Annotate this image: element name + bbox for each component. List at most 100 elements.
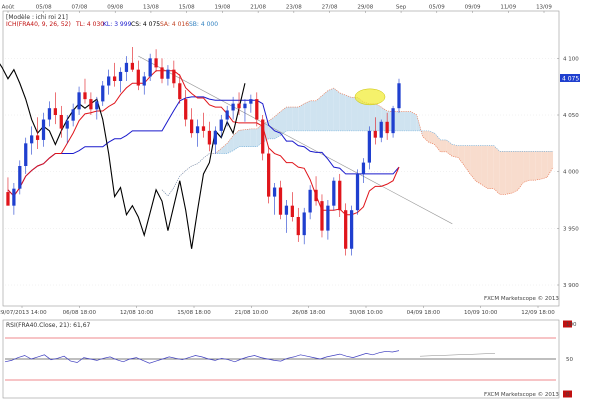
top-axis-label: 11/09 [500, 5, 516, 11]
candle-body [41, 119, 46, 140]
cloud-segment [233, 130, 240, 151]
cloud-segment [239, 129, 245, 147]
cloud-segment [547, 151, 554, 178]
candle-body [213, 130, 217, 145]
candle [278, 180, 283, 220]
rsi-tick-box [563, 390, 572, 398]
cloud-segment [481, 145, 488, 189]
kl-legend: KL: 3 999 [103, 21, 132, 28]
candle [338, 173, 342, 217]
cloud-segment [357, 97, 364, 131]
candle [83, 78, 87, 104]
cloud-segment [487, 145, 494, 189]
candle-body [12, 188, 16, 206]
candle [136, 60, 140, 91]
candle [255, 92, 259, 127]
candle-body [272, 187, 277, 197]
candle-body [338, 180, 342, 211]
candle-body [231, 103, 235, 111]
top-axis-label: 13/09 [536, 5, 552, 11]
cloud-segment [398, 111, 405, 131]
candle-body [101, 85, 105, 102]
chikou-line [0, 63, 246, 249]
cloud-segment [505, 151, 512, 195]
candle-body [6, 192, 10, 206]
cloud-segment [286, 107, 293, 131]
candlesticks [6, 47, 401, 256]
candle [237, 92, 241, 115]
candle [367, 126, 372, 170]
candle [118, 67, 123, 93]
cloud-segment [476, 145, 482, 185]
candle-body [166, 69, 170, 79]
rsi-tick-label: 0 [566, 392, 570, 398]
candle-body [344, 210, 348, 249]
candle [154, 49, 158, 72]
main-grid [5, 58, 556, 286]
candle [267, 146, 271, 204]
rsi-indicator: 100 50 0 [4, 320, 577, 398]
candle-body [136, 69, 140, 86]
candle-body [326, 205, 330, 231]
candle [201, 112, 206, 138]
cloud-segment [316, 95, 322, 131]
candle-body [201, 126, 206, 131]
candle [101, 81, 105, 106]
top-axis-label: 23/08 [286, 5, 302, 11]
bottom-axis-label: 29/07/2013 14:00 [0, 310, 47, 316]
rsi-tick-box [563, 320, 572, 328]
candle [178, 74, 182, 104]
candle [296, 207, 300, 242]
candle-body [178, 83, 182, 100]
candle [326, 200, 330, 240]
cloud-segment [493, 145, 500, 195]
cloud-segment [227, 135, 234, 154]
candle [124, 56, 129, 81]
ichimoku-cloud [161, 87, 554, 197]
y-axis-label: 4 100 [563, 56, 579, 62]
cloud-segment [298, 103, 305, 131]
cloud-segment [250, 128, 257, 147]
candle [47, 101, 52, 127]
candle-body [154, 58, 158, 68]
candle [107, 69, 111, 95]
top-axis-label: Sep [396, 5, 407, 11]
candle [6, 177, 10, 206]
candle-body [225, 110, 229, 120]
cloud-segment [434, 133, 441, 152]
bottom-axis-label: 12/08 10:00 [120, 310, 154, 316]
candle-body [35, 135, 40, 140]
candle-body [355, 173, 360, 211]
y-axis-label: 4 000 [563, 170, 579, 176]
candle-body [302, 212, 306, 236]
last-price-box [560, 74, 580, 82]
ichimoku-legend: ICH(FRA40, 9, 26, 52) [6, 21, 71, 28]
candle [231, 96, 235, 120]
candle-body [314, 189, 318, 202]
top-axis-label: 15/08 [179, 5, 195, 11]
candle [290, 192, 294, 222]
highlight-ellipse [354, 88, 386, 106]
cloud-segment [535, 151, 542, 181]
y-axis-label: 3 950 [563, 226, 579, 232]
cloud-segment [404, 111, 411, 131]
candle [314, 176, 318, 206]
top-axis-label: 09/09 [465, 5, 481, 11]
top-axis-label: 29/08 [357, 5, 373, 11]
candle [112, 62, 117, 87]
cloud-segment [458, 145, 465, 166]
top-axis-label: 05/09 [429, 5, 445, 11]
candle-body [237, 103, 241, 109]
candle-body [332, 180, 336, 206]
sb-legend: SB: 4 000 [189, 21, 218, 28]
cloud-segment [333, 88, 340, 131]
cloud-segment [363, 101, 370, 131]
candle [71, 103, 75, 127]
bottom-axis-label: 26/08 18:00 [292, 310, 326, 316]
candle-body [391, 108, 395, 134]
indicator-legend: ICH(FRA40, 9, 26, 52) TL: 4 030 KL: 3 99… [6, 21, 218, 28]
kijun-line [7, 96, 400, 197]
candle [130, 47, 135, 72]
candle [41, 112, 46, 147]
candle [213, 126, 217, 154]
